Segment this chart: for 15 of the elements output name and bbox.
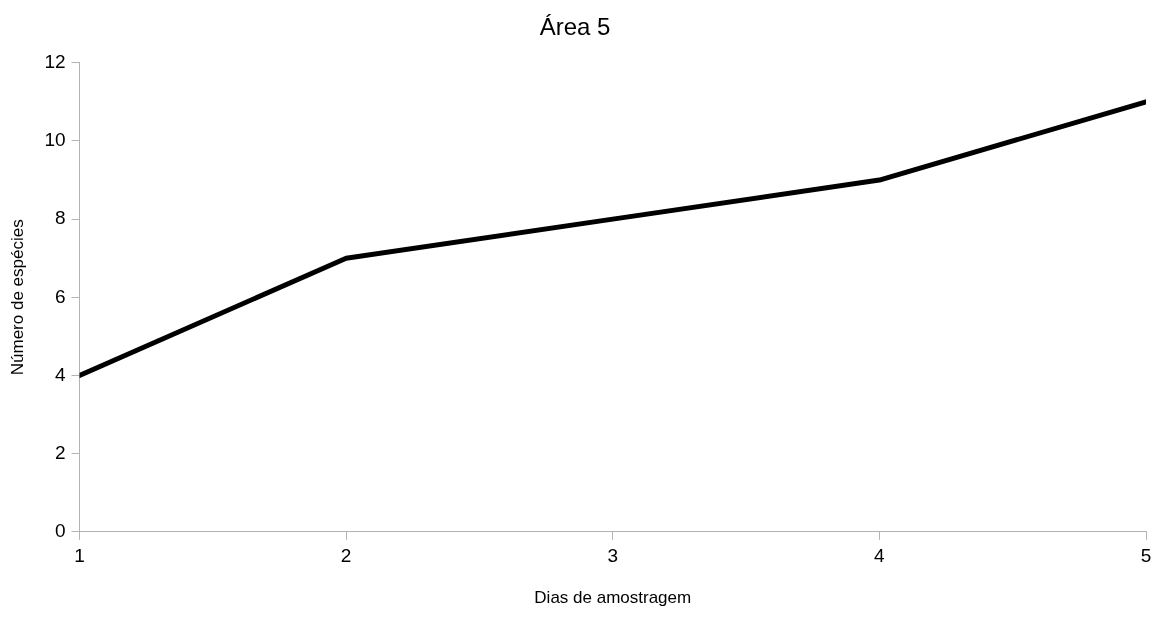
x-tick-label: 3 [607, 545, 619, 567]
x-tick-label: 1 [74, 545, 85, 567]
y-tick-label: 8 [54, 207, 66, 229]
x-tick-label: 4 [874, 545, 886, 567]
x-tick-label: 5 [1140, 545, 1152, 567]
y-tick-label: 0 [54, 520, 66, 542]
y-tick-label: 4 [54, 363, 66, 385]
x-tick-label: 2 [340, 545, 352, 567]
y-tick-label: 12 [44, 51, 66, 73]
x-axis-title: Dias de amostragem [534, 588, 692, 608]
y-axis-title: Número de espécies [7, 219, 27, 376]
y-tick-label: 10 [44, 129, 66, 151]
chart-title: Área 5 [539, 13, 611, 41]
y-tick-label: 2 [54, 441, 66, 463]
y-tick-label: 6 [54, 285, 66, 307]
